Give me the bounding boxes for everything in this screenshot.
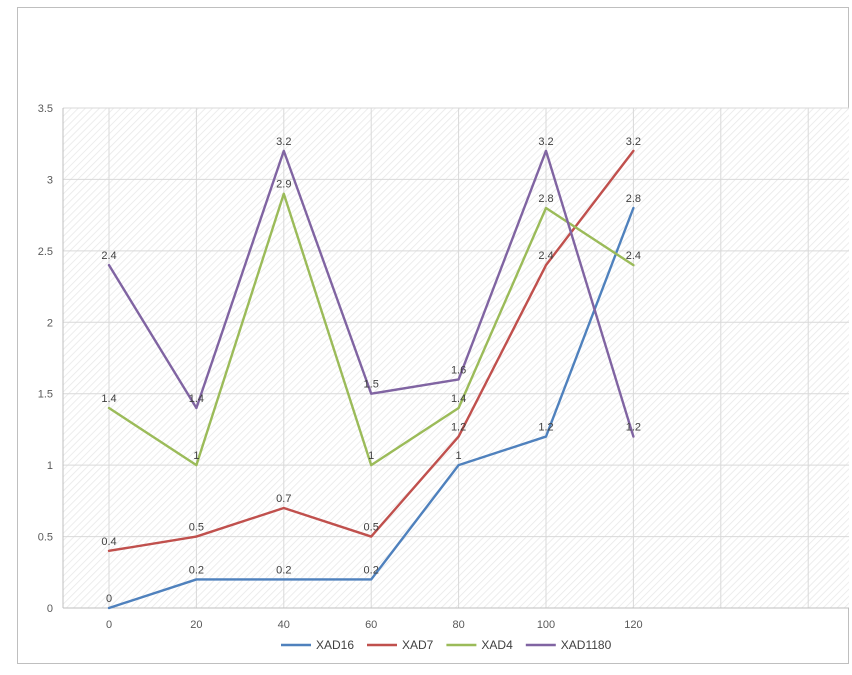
legend-item-XAD7[interactable]: XAD7: [367, 638, 434, 652]
data-label-XAD16: 0.2: [276, 564, 291, 576]
data-label-XAD1180: 1.6: [451, 364, 466, 376]
x-tick-label: 0: [106, 619, 112, 631]
gridlines: [63, 107, 849, 609]
series-line-XAD16: [107, 206, 635, 610]
data-label-XAD7: 3.2: [626, 136, 641, 148]
legend-item-XAD16[interactable]: XAD16: [281, 638, 354, 652]
data-label-XAD16: 1: [456, 450, 462, 462]
y-tick-label: 1: [47, 460, 53, 472]
x-tick-label: 80: [452, 619, 464, 631]
data-label-XAD1180: 1.2: [626, 422, 641, 434]
data-label-XAD1180: 3.2: [276, 136, 291, 148]
legend[interactable]: XAD16 XAD7 XAD4 XAD1180: [281, 638, 612, 652]
data-label-XAD7: 1.2: [451, 422, 466, 434]
line-chart[interactable]: 0 0.2 0.2 0.2 1 1.2 2.8 0.4 0.5 0.7 0.5 1.2 2.4 3.2 1.…: [18, 8, 850, 663]
series-line-XAD1180: [107, 149, 635, 438]
data-label-XAD1180: 3.2: [538, 136, 553, 148]
data-label-XAD4: 1: [193, 450, 199, 462]
legend-label-XAD4: XAD4: [481, 638, 513, 652]
y-axis-labels: 0 0.5 1 1.5 2 2.5 3 3.5: [38, 103, 53, 615]
plot-area: [63, 108, 849, 608]
data-label-XAD7: 0.4: [101, 536, 116, 548]
series-XAD7: [107, 149, 635, 553]
x-axis-labels: 0 20 40 60 80 100 120: [106, 619, 643, 631]
y-tick-label: 1.5: [38, 389, 53, 401]
data-label-XAD1180: 1.5: [364, 379, 379, 391]
data-labels: 0 0.2 0.2 0.2 1 1.2 2.8 0.4 0.5 0.7 0.5 1.2 2.4 3.2 1.…: [101, 136, 641, 605]
series-line-XAD7: [107, 149, 635, 553]
data-label-XAD1180: 2.4: [101, 250, 116, 262]
data-label-XAD7: 2.4: [538, 250, 553, 262]
series-XAD1180: [107, 149, 635, 438]
chart-border: 0 0.2 0.2 0.2 1 1.2 2.8 0.4 0.5 0.7 0.5 1.2 2.4 3.2 1.…: [17, 7, 849, 664]
y-tick-label: 3.5: [38, 103, 53, 115]
series-XAD4: [107, 192, 635, 467]
data-label-XAD7: 0.5: [364, 522, 379, 534]
y-tick-label: 3: [47, 174, 53, 186]
legend-item-XAD4[interactable]: XAD4: [446, 638, 513, 652]
data-label-XAD16: 1.2: [538, 422, 553, 434]
data-label-XAD16: 0.2: [364, 564, 379, 576]
series-line-XAD4: [107, 192, 635, 467]
data-label-XAD7: 0.5: [189, 522, 204, 534]
x-tick-label: 120: [624, 619, 642, 631]
axis-lines: [62, 108, 849, 609]
x-tick-label: 100: [537, 619, 555, 631]
data-label-XAD4: 1.4: [451, 393, 466, 405]
x-tick-label: 60: [365, 619, 377, 631]
legend-label-XAD1180: XAD1180: [561, 638, 612, 652]
data-label-XAD16: 0.2: [189, 564, 204, 576]
legend-label-XAD16: XAD16: [316, 638, 354, 652]
legend-label-XAD7: XAD7: [402, 638, 434, 652]
y-tick-label: 2: [47, 317, 53, 329]
data-label-XAD4: 2.9: [276, 179, 291, 191]
x-tick-label: 40: [278, 619, 290, 631]
data-label-XAD4: 2.8: [538, 193, 553, 205]
data-label-XAD1180: 1.4: [189, 393, 204, 405]
data-label-XAD7: 0.7: [276, 493, 291, 505]
y-tick-label: 0.5: [38, 532, 53, 544]
y-tick-label: 0: [47, 603, 53, 615]
series-XAD16: [107, 206, 635, 610]
y-tick-label: 2.5: [38, 246, 53, 258]
data-label-XAD4: 2.4: [626, 250, 641, 262]
data-label-XAD4: 1: [368, 450, 374, 462]
data-label-XAD16: 0: [106, 593, 112, 605]
x-tick-label: 20: [190, 619, 202, 631]
data-label-XAD4: 1.4: [101, 393, 116, 405]
data-label-XAD16: 2.8: [626, 193, 641, 205]
legend-item-XAD1180[interactable]: XAD1180: [525, 638, 612, 652]
